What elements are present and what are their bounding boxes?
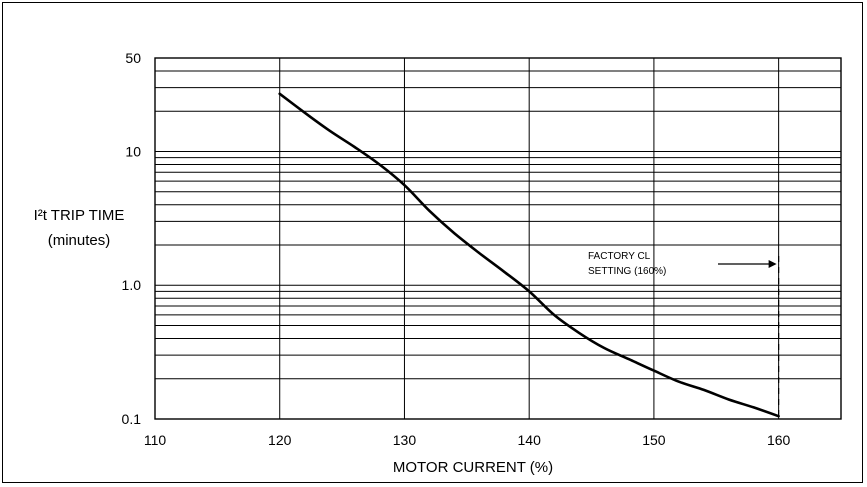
- x-tick-label: 160: [767, 432, 791, 448]
- x-tick-label: 110: [144, 432, 167, 448]
- trip-time-curve: [278, 92, 780, 418]
- y-tick-labels: 50 10 1.0 0.1: [122, 50, 142, 427]
- grid: [155, 57, 841, 419]
- x-tick-label: 120: [268, 432, 292, 448]
- plot-area: [154, 57, 842, 420]
- y-axis-title-line1: I²t TRIP TIME: [34, 207, 125, 224]
- x-tick-label: 130: [393, 432, 417, 448]
- y-tick-label: 1.0: [122, 277, 142, 293]
- factory-cl-annotation-line1: FACTORY CL: [588, 251, 651, 262]
- factory-cl-arrowhead: [768, 260, 777, 268]
- y-axis-title-line2: (minutes): [48, 232, 111, 249]
- factory-cl-annotation-line2: SETTING (160%): [588, 266, 666, 277]
- y-tick-label: 0.1: [122, 411, 142, 427]
- x-tick-label: 150: [642, 432, 666, 448]
- y-tick-label: 10: [125, 143, 141, 159]
- x-tick-label: 140: [518, 432, 542, 448]
- x-tick-labels: 110 120 130 140 150 160: [144, 432, 791, 448]
- y-tick-label: 50: [125, 50, 141, 66]
- x-axis-title: MOTOR CURRENT (%): [393, 459, 553, 476]
